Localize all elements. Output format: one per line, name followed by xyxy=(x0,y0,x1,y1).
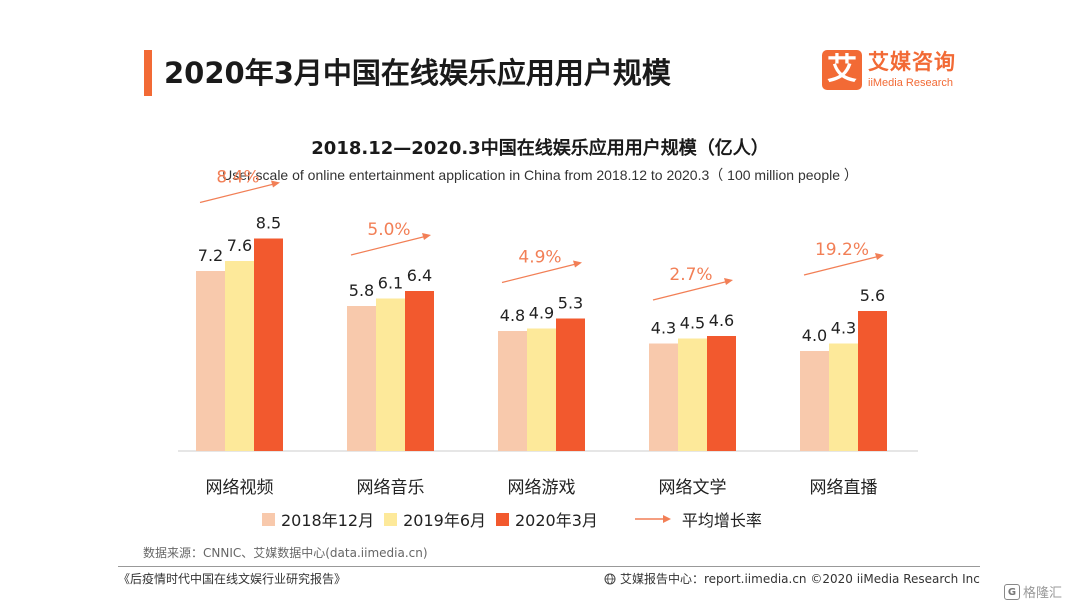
report-name: 《后疫情时代中国在线文娱行业研究报告》 xyxy=(118,572,347,586)
bar xyxy=(376,298,405,451)
growth-rate-label: 4.9% xyxy=(518,248,561,268)
growth-arrow-head xyxy=(271,180,280,188)
watermark-text: 格隆汇 xyxy=(1023,586,1063,601)
bar xyxy=(405,291,434,451)
growth-arrow-line xyxy=(803,255,879,276)
bar xyxy=(556,318,585,451)
category-label: 网络视频 xyxy=(206,478,274,498)
growth-arrow-head xyxy=(875,253,884,260)
bar-value-label: 4.0 xyxy=(802,326,827,345)
footer-site-text: 艾媒报告中心：report.iimedia.cn ©2020 iiMedia R… xyxy=(620,572,980,586)
bar xyxy=(707,336,736,451)
page-title: 2020年3月中国在线娱乐应用用户规模 xyxy=(164,56,671,90)
growth-arrow-line xyxy=(501,263,577,284)
bar-value-label: 4.3 xyxy=(831,319,856,338)
legend-item-2020-03: 2020年3月 xyxy=(496,507,598,531)
category-label: 网络文学 xyxy=(659,478,727,498)
iimedia-logo: 艾 艾媒咨询 iiMedia Research xyxy=(822,50,972,92)
bar xyxy=(225,261,254,451)
growth-arrow-head xyxy=(724,278,733,285)
legend-swatch xyxy=(496,512,509,526)
legend-label: 2019年6月 xyxy=(403,511,486,530)
legend-label: 2020年3月 xyxy=(515,511,598,530)
growth-arrow-head xyxy=(422,233,431,240)
bar-value-label: 7.6 xyxy=(227,236,252,255)
bar xyxy=(800,351,829,451)
bar-value-label: 4.5 xyxy=(680,314,705,333)
legend-swatch xyxy=(262,512,275,526)
title-accent-bar xyxy=(144,50,152,96)
growth-rate-label: 2.7% xyxy=(669,265,712,285)
bar-value-label: 7.2 xyxy=(198,246,223,265)
bar xyxy=(254,238,283,451)
bar-value-label: 8.5 xyxy=(256,214,281,233)
growth-rate-label: 19.2% xyxy=(815,240,869,260)
bar-value-label: 5.3 xyxy=(558,294,583,313)
logo-name-en: iiMedia Research xyxy=(868,77,953,89)
growth-arrow-line xyxy=(199,183,275,204)
legend-swatch xyxy=(384,512,398,526)
bar-value-label: 4.8 xyxy=(500,306,525,325)
bar xyxy=(347,306,376,451)
data-source: 数据来源：CNNIC、艾媒数据中心(data.iimedia.cn) xyxy=(143,546,428,560)
bar-value-label: 5.8 xyxy=(349,281,374,300)
chart-title: 2018.12—2020.3中国在线娱乐应用用户规模（亿人） xyxy=(311,138,769,159)
bar xyxy=(678,338,707,451)
growth-rate-label: 8.4% xyxy=(216,168,259,188)
bar xyxy=(649,343,678,451)
bar-value-label: 4.6 xyxy=(709,311,734,330)
category-label: 网络音乐 xyxy=(357,478,425,498)
legend-label-growth: 平均增长率 xyxy=(681,511,762,530)
growth-rate-label: 5.0% xyxy=(367,220,410,240)
bar xyxy=(196,271,225,451)
chart-legend: 2018年12月 2019年6月 2020年3月 平均增长率 xyxy=(262,508,762,530)
logo-name-cn: 艾媒咨询 xyxy=(868,50,956,74)
category-label: 网络直播 xyxy=(810,478,878,498)
bar-value-label: 6.4 xyxy=(407,266,432,285)
footer-site: 艾媒报告中心：report.iimedia.cn ©2020 iiMedia R… xyxy=(604,570,980,587)
bar-value-label: 6.1 xyxy=(378,274,403,293)
bar-value-label: 4.3 xyxy=(651,319,676,338)
bar-value-label: 5.6 xyxy=(860,286,885,305)
bar-value-label: 4.9 xyxy=(529,304,554,323)
growth-arrow-icon xyxy=(634,515,671,523)
legend-item-2018-12: 2018年12月 xyxy=(262,507,374,531)
globe-icon xyxy=(604,573,616,584)
legend-label: 2018年12月 xyxy=(281,511,375,530)
logo-mark-icon: 艾 xyxy=(822,50,862,90)
category-label: 网络游戏 xyxy=(508,478,576,498)
watermark-icon: G xyxy=(1004,583,1020,600)
bar xyxy=(498,331,527,451)
growth-arrow-line xyxy=(652,280,728,301)
footer-divider xyxy=(118,566,980,567)
bar xyxy=(858,311,887,451)
bar xyxy=(527,328,556,451)
chart-subtitle: User scale of online entertainment appli… xyxy=(222,167,858,183)
growth-arrow-line xyxy=(350,235,426,256)
bar xyxy=(829,343,858,451)
growth-arrow-head xyxy=(573,260,582,268)
legend-item-2019-06: 2019年6月 xyxy=(384,507,486,531)
watermark: G 格隆汇 xyxy=(1004,582,1062,601)
